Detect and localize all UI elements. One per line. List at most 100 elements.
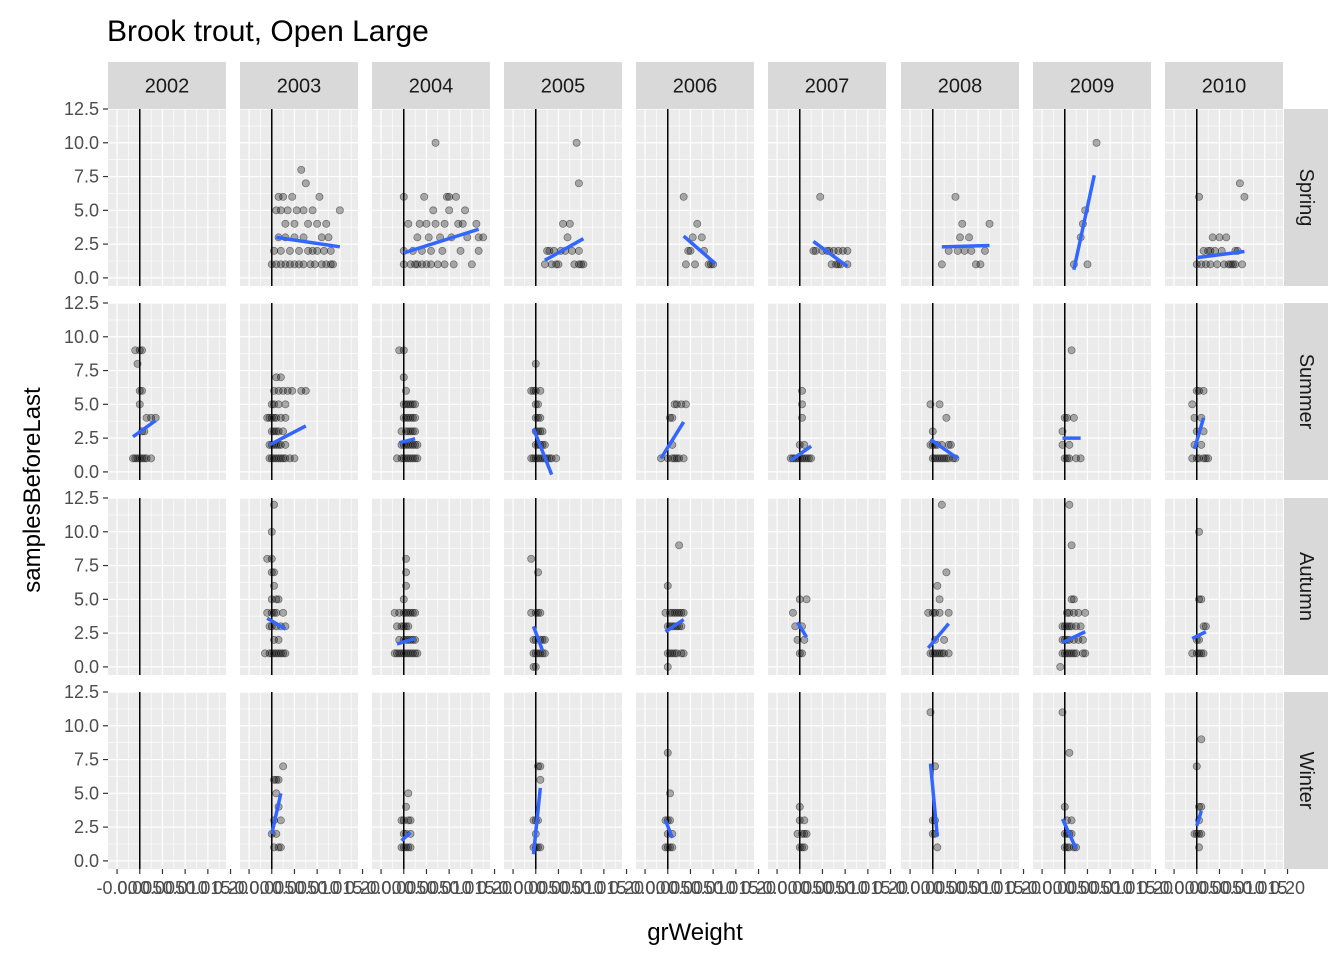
data-point xyxy=(838,246,847,255)
panel-background xyxy=(108,303,226,480)
data-point xyxy=(315,192,324,201)
panel-2009-autumn xyxy=(1033,497,1157,675)
marks-2008-spring xyxy=(937,192,994,269)
data-point xyxy=(431,219,440,228)
x-axes: -0.000.0050.0050.0100.0150.20-0.000.0050… xyxy=(97,869,1305,898)
data-point xyxy=(326,260,335,269)
data-point xyxy=(1076,454,1085,463)
x-tick-label: 0.005 xyxy=(272,878,317,898)
marks-2003-spring xyxy=(267,165,344,269)
data-point xyxy=(404,816,413,825)
marks-2009-spring xyxy=(1069,138,1101,271)
marks-2008-summer xyxy=(926,400,960,463)
data-point xyxy=(1081,649,1090,658)
data-point xyxy=(399,816,408,825)
x-tick-label: 0.010 xyxy=(163,878,208,898)
data-point xyxy=(931,454,939,463)
strip-label-2002: 2002 xyxy=(145,76,190,98)
data-point xyxy=(397,454,406,463)
data-point xyxy=(304,246,313,255)
data-point xyxy=(313,246,322,255)
data-point xyxy=(320,246,328,255)
data-point xyxy=(395,649,404,658)
data-point xyxy=(404,427,413,436)
strip-summer xyxy=(1284,303,1328,480)
panel-2008-spring xyxy=(901,108,1025,286)
data-point xyxy=(668,413,677,422)
data-point xyxy=(675,608,684,617)
data-point xyxy=(572,138,581,147)
data-point xyxy=(1195,595,1203,604)
data-point xyxy=(402,622,410,631)
data-point xyxy=(138,454,146,463)
data-point xyxy=(534,413,542,422)
data-point xyxy=(529,662,538,671)
data-point xyxy=(1063,454,1071,463)
panel-2007-summer xyxy=(768,302,892,480)
data-point xyxy=(402,554,410,563)
panel-background xyxy=(108,692,226,869)
data-point xyxy=(1058,440,1067,449)
panel-background xyxy=(108,498,226,675)
data-point xyxy=(668,608,677,617)
data-point xyxy=(1199,622,1208,631)
data-point xyxy=(798,454,806,463)
data-point xyxy=(937,649,946,658)
y-tick-label: 0.0 xyxy=(74,657,99,677)
fit-line xyxy=(926,622,950,650)
marks-2006-spring xyxy=(679,192,718,269)
data-point xyxy=(1192,260,1201,269)
x-tick-label: 0.005 xyxy=(1042,878,1087,898)
data-point xyxy=(270,635,278,644)
data-point xyxy=(1197,829,1206,838)
strip-label-summer: Summer xyxy=(1295,354,1317,430)
panel-2006-spring xyxy=(636,108,760,286)
data-point xyxy=(411,440,420,449)
data-point xyxy=(395,608,404,617)
data-point xyxy=(276,246,285,255)
data-point xyxy=(393,649,401,658)
data-point xyxy=(402,568,410,577)
fit-line xyxy=(1072,174,1096,271)
data-point xyxy=(267,595,276,604)
season-strips: Spring Summer Autumn Winter xyxy=(1284,109,1328,869)
data-point xyxy=(433,260,442,269)
data-point xyxy=(534,454,542,463)
data-point xyxy=(679,608,688,617)
data-point xyxy=(663,748,672,757)
data-point xyxy=(1229,260,1238,269)
data-point xyxy=(399,400,408,409)
chart-title: Brook trout, Open Large xyxy=(107,15,429,48)
data-point xyxy=(424,233,433,242)
x-tick-label: 0.010 xyxy=(559,878,604,898)
data-point xyxy=(1072,454,1081,463)
data-point xyxy=(270,500,278,509)
data-point xyxy=(279,454,288,463)
strip-2010 xyxy=(1165,62,1283,109)
x-tick-label: -0.00 xyxy=(1022,878,1063,898)
panel-2009-summer xyxy=(1033,302,1157,480)
data-point xyxy=(798,386,806,395)
data-point xyxy=(928,454,937,463)
data-point xyxy=(940,649,949,658)
data-point xyxy=(924,608,933,617)
data-point xyxy=(942,454,951,463)
data-point xyxy=(142,413,151,422)
panel-2006-autumn xyxy=(636,497,760,675)
data-point xyxy=(1065,748,1074,757)
data-point xyxy=(404,608,413,617)
data-point xyxy=(399,260,408,269)
data-point xyxy=(946,440,955,449)
x-tick-label: 0.010 xyxy=(691,878,736,898)
data-point xyxy=(937,500,946,509)
data-point xyxy=(811,246,820,255)
data-point xyxy=(395,346,404,355)
data-point xyxy=(670,400,679,409)
panel-2007-spring xyxy=(768,108,892,286)
data-point xyxy=(570,260,579,269)
data-point xyxy=(411,400,420,409)
fit-line xyxy=(1061,630,1086,645)
panel-background xyxy=(1165,498,1283,675)
marks-2003-summer xyxy=(263,373,310,463)
data-point xyxy=(404,622,413,631)
